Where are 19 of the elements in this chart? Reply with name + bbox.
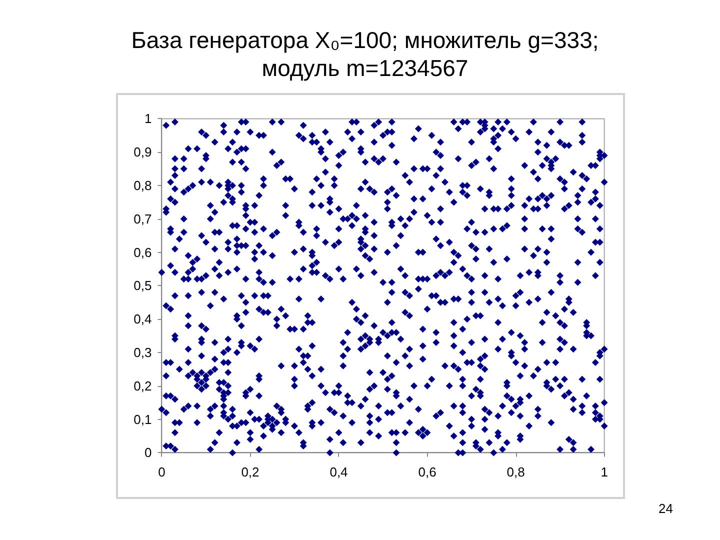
y-tick-label: 1 [144, 111, 152, 126]
x-tick-label: 0,2 [241, 464, 260, 480]
x-tick-label: 1 [600, 464, 608, 480]
y-tick-label: 0,4 [134, 312, 152, 327]
y-tick-label: 0,2 [134, 378, 152, 394]
text: 24 [658, 501, 674, 516]
y-tick-label: 0,7 [134, 211, 152, 226]
y-tick-label: 0 [144, 445, 152, 460]
y-tick-label: 0,1 [134, 412, 152, 427]
y-tick-label: 0,5 [134, 278, 152, 294]
x-tick-label: 0,8 [506, 464, 525, 480]
chart-title: База генератора X₀=100; множитель g=333; модуль m=1234567 [131, 27, 599, 81]
x-tick-label: 0,6 [418, 464, 436, 480]
y-tick-label: 0,6 [134, 244, 152, 260]
x-tick-label: 0,4 [330, 464, 348, 480]
x-tick-label: 0 [158, 464, 166, 480]
y-tick-label: 0,8 [134, 178, 152, 193]
y-tick-label: 0,9 [134, 144, 152, 160]
y-tick-label: 0,3 [134, 345, 152, 360]
